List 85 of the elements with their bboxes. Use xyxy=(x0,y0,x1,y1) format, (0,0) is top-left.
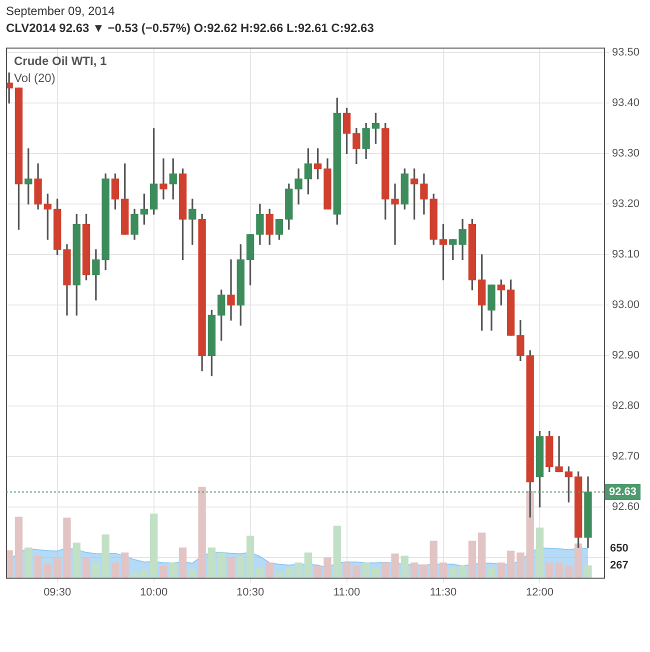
bar xyxy=(188,569,196,578)
bar xyxy=(400,556,408,578)
bar xyxy=(150,514,158,578)
y-tick-label: 93.10 xyxy=(612,248,640,261)
bar xyxy=(362,562,370,578)
chart-subtitle: CLV2014 92.63 ▼ −0.53 (−0.57%) O:92.62 H:92.66 L:92.61 C:92.63 xyxy=(6,21,374,35)
bar xyxy=(256,568,264,578)
y-tick-label: 92.90 xyxy=(612,350,640,362)
x-tick-label: 09:30 xyxy=(44,586,72,598)
bar xyxy=(488,568,496,578)
y-tick-label: 93.00 xyxy=(612,299,640,312)
bar xyxy=(54,558,62,578)
bar xyxy=(266,562,274,578)
bar xyxy=(227,558,235,578)
bar xyxy=(478,532,486,578)
x-tick-label: 11:30 xyxy=(430,586,457,598)
chart-title: September 09, 2014 xyxy=(6,4,115,18)
bar xyxy=(497,562,505,578)
candlestick xyxy=(555,436,563,472)
bar xyxy=(574,543,582,578)
bar xyxy=(82,558,90,578)
x-tick-label: 10:00 xyxy=(140,586,168,598)
bar xyxy=(121,552,129,578)
y2-tick-label: 650 xyxy=(610,542,628,554)
bar xyxy=(130,572,138,578)
annotation: Vol (20) xyxy=(14,70,56,85)
bar xyxy=(342,562,351,578)
y-tick-label: 93.20 xyxy=(612,198,640,210)
x-tick-label: 10:30 xyxy=(236,586,264,598)
y2-tick-label: 267 xyxy=(610,560,628,572)
x-tick-label: 11:00 xyxy=(333,586,360,598)
bar xyxy=(314,566,322,578)
bar xyxy=(14,516,23,578)
y-tick-label: 93.50 xyxy=(612,46,640,59)
bar xyxy=(352,566,360,578)
bar xyxy=(208,548,216,578)
y-tick-label: 92.70 xyxy=(612,450,640,463)
bar xyxy=(44,563,52,578)
bar xyxy=(584,565,592,578)
bar xyxy=(333,526,341,578)
bar xyxy=(178,548,187,578)
bar xyxy=(198,486,206,578)
bar xyxy=(430,540,438,578)
annotation: Crude Oil WTI, 1 xyxy=(14,54,107,68)
bar xyxy=(536,528,544,578)
y-tick-label: 93.40 xyxy=(612,97,640,110)
bar xyxy=(246,536,254,578)
candlestick xyxy=(160,158,168,200)
bar xyxy=(391,553,399,578)
bar xyxy=(382,562,390,578)
bar xyxy=(236,556,244,578)
bar xyxy=(439,562,448,578)
bar xyxy=(34,556,42,578)
bar xyxy=(324,558,332,578)
bar xyxy=(294,562,302,578)
bar xyxy=(72,542,80,578)
bar xyxy=(24,548,32,578)
bar xyxy=(458,566,466,578)
ref-line-label: 92.63 xyxy=(609,486,637,498)
bar xyxy=(546,562,554,578)
bar xyxy=(555,562,563,578)
bar xyxy=(160,566,168,578)
bar xyxy=(372,568,380,578)
bar xyxy=(63,518,71,578)
bar xyxy=(304,552,312,578)
bar xyxy=(285,568,293,578)
bar xyxy=(169,562,177,578)
bar xyxy=(516,552,524,578)
bar xyxy=(506,550,515,578)
y-tick-label: 92.80 xyxy=(612,400,640,412)
bar xyxy=(468,540,476,578)
bar xyxy=(526,490,534,578)
bar xyxy=(410,562,418,578)
bar xyxy=(275,572,284,578)
bar xyxy=(140,569,148,578)
bar xyxy=(420,564,428,578)
bar xyxy=(218,552,226,578)
x-tick-label: 12:00 xyxy=(526,586,554,598)
y-tick-label: 92.60 xyxy=(612,501,640,514)
bar xyxy=(111,562,120,578)
candlestick xyxy=(227,259,235,321)
candlestick xyxy=(391,184,399,245)
bar xyxy=(564,566,573,578)
bar xyxy=(449,568,457,578)
y-tick-label: 93.30 xyxy=(612,148,640,160)
